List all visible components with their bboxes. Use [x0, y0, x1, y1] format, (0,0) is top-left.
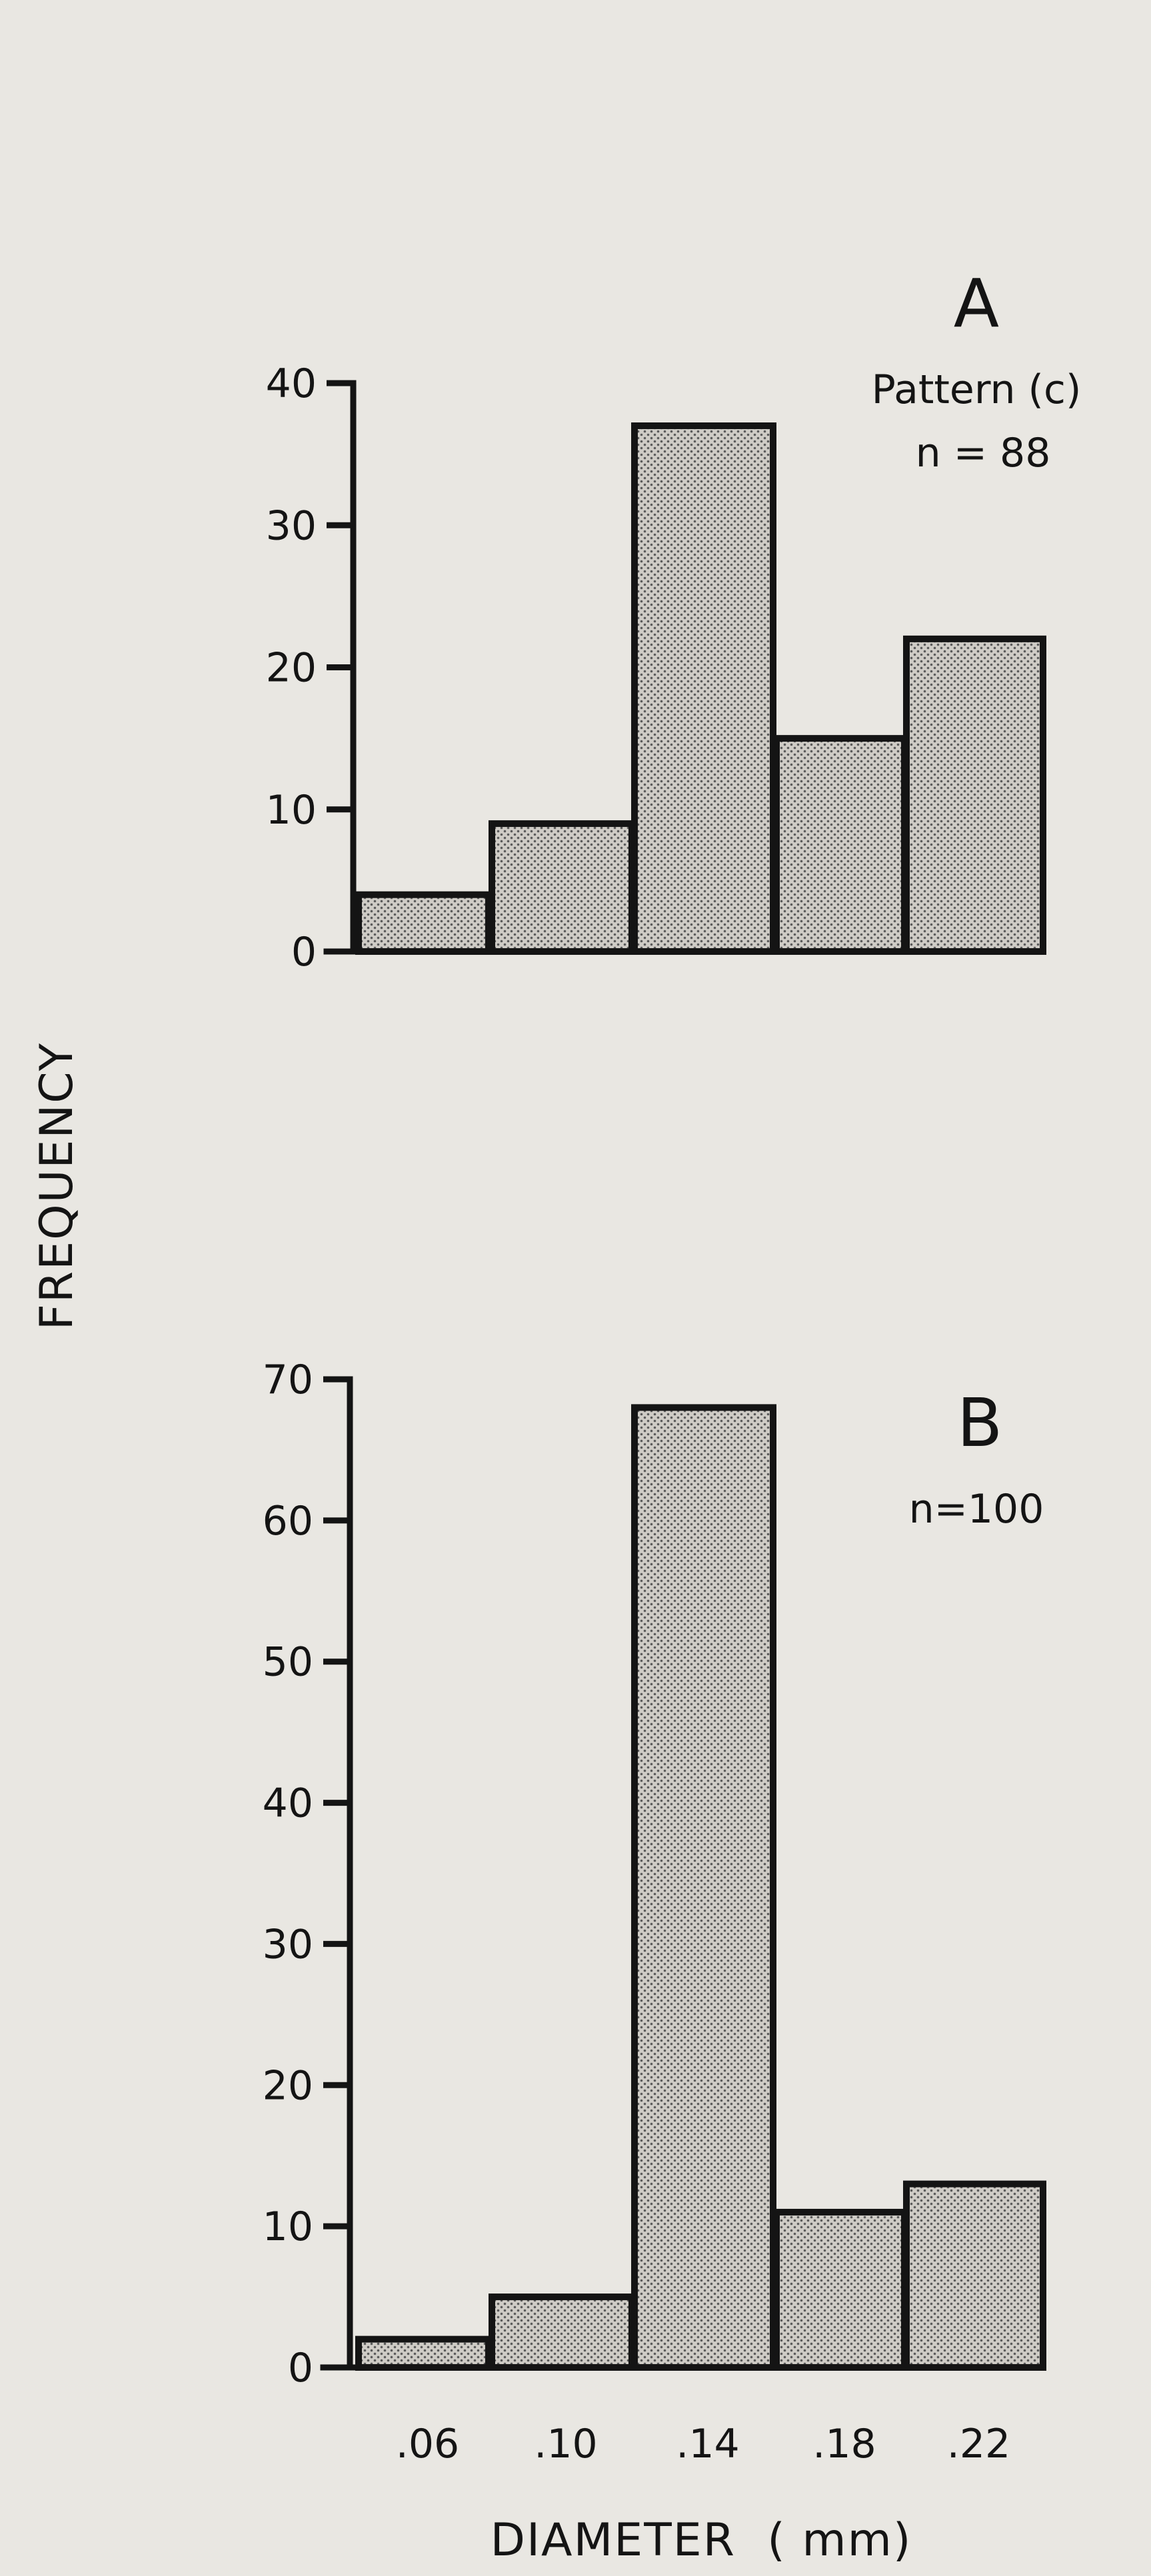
- panel-a-pattern-label: Pattern (c): [872, 366, 1082, 413]
- panel-a-y-tick-label-20: 20: [266, 645, 317, 692]
- panel-a-bar-4: [773, 735, 908, 955]
- panel-b-bar-3: [631, 1404, 776, 2371]
- panel-b-x-tick-label-5: .22: [947, 2421, 1010, 2467]
- panel-b-y-tick-label-70: 70: [263, 1357, 313, 1403]
- panel-a-sample-size: n = 88: [916, 430, 1051, 476]
- x-axis-title: DIAMETER ( mm): [491, 2514, 912, 2567]
- panel-a-bar-2: [489, 820, 635, 955]
- panel-b-x-tick-label-4: .18: [812, 2421, 876, 2467]
- panel-b-bar-1: [355, 2335, 492, 2371]
- panel-a-y-tick-label-30: 30: [266, 502, 317, 549]
- panel-a-bar-1: [355, 891, 492, 955]
- panel-b-y-tick-label-0: 0: [288, 2345, 313, 2391]
- panel-b-bar-2: [489, 2293, 635, 2371]
- panel-a-y-tick-label-10: 10: [266, 787, 317, 834]
- panel-b-y-tick-label-50: 50: [263, 1639, 313, 1686]
- panel-b-sample-size: n=100: [909, 1486, 1044, 1533]
- panel-b-x-tick-label-2: .10: [534, 2421, 597, 2467]
- panel-b-letter: B: [957, 1384, 1003, 1462]
- panel-b-bar-4: [773, 2208, 908, 2371]
- panel-a-y-tick-label-0: 0: [291, 929, 317, 975]
- panel-b-y-tick-label-60: 60: [263, 1498, 313, 1545]
- panel-b-histogram: 0 10 20 30 40 50 60 70 .06 .10 .14 .18 .22: [263, 1357, 1046, 2467]
- panel-b-x-tick-label-1: .06: [396, 2421, 459, 2467]
- panel-b-y-tick-label-20: 20: [263, 2062, 313, 2109]
- panel-a-y-tick-label-40: 40: [266, 360, 317, 407]
- panel-a-bar-5: [903, 635, 1046, 955]
- panel-a-letter: A: [954, 265, 999, 342]
- panel-b-x-tick-label-3: .14: [676, 2421, 739, 2467]
- panel-b-y-tick-label-30: 30: [263, 1921, 313, 1968]
- panel-b-y-tick-label-40: 40: [263, 1780, 313, 1827]
- panel-b-y-tick-label-10: 10: [263, 2204, 313, 2250]
- panel-b-bar-5: [903, 2180, 1046, 2371]
- y-axis-title: FREQUENCY: [31, 1042, 83, 1330]
- panel-a-histogram: 0 10 20 30 40: [266, 360, 1046, 975]
- panel-a-bar-3: [631, 422, 776, 955]
